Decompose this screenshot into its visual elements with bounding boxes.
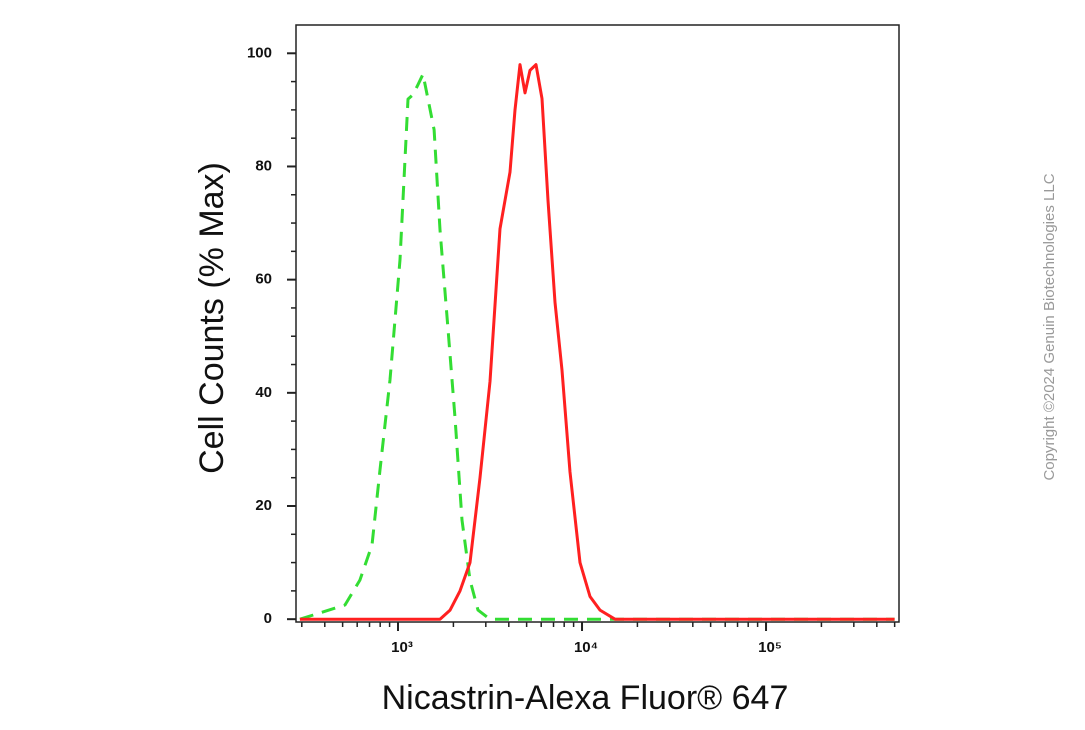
y-tick-label: 0 — [264, 610, 272, 627]
watermark: Copyright ©2024 Genuin Biotechnologies L… — [1041, 173, 1058, 480]
histogram-line — [299, 72, 895, 621]
x-axis-label: Nicastrin-Alexa Fluor® 647 — [382, 679, 789, 717]
x-tick-label: 10⁴ — [574, 639, 598, 656]
histogram-line — [299, 63, 895, 621]
y-tick-label: 60 — [255, 271, 272, 288]
y-tick-label: 20 — [255, 497, 272, 514]
plot-frame — [295, 24, 900, 623]
y-tick-label: 100 — [247, 44, 272, 61]
x-tick-label: 10⁵ — [758, 639, 782, 656]
y-tick-label: 40 — [255, 384, 272, 401]
y-tick-label: 80 — [255, 157, 272, 174]
y-axis-label: Cell Counts (% Max) — [193, 162, 231, 474]
x-tick-label: 10³ — [391, 639, 413, 656]
